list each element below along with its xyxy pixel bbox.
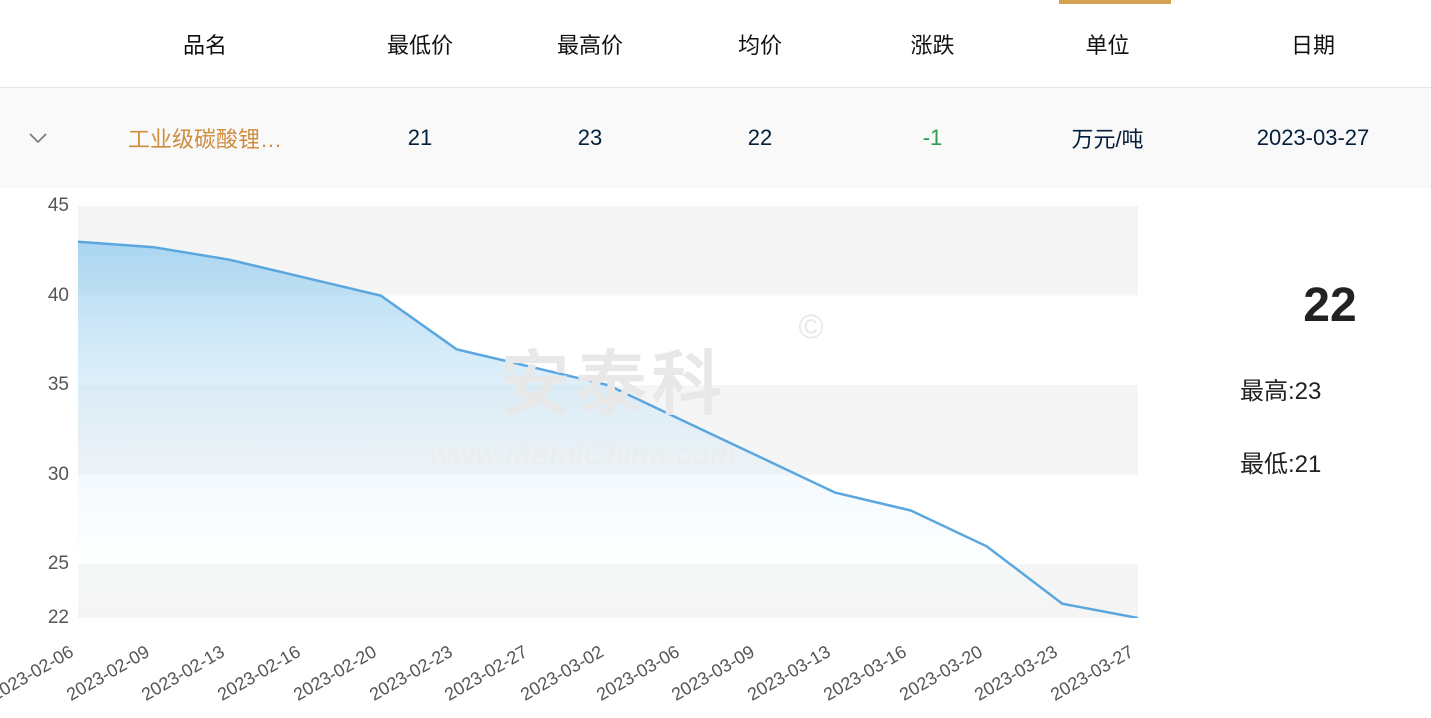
x-tick-label: 2023-02-13 xyxy=(138,641,228,705)
x-tick-label: 2023-02-09 xyxy=(63,641,153,705)
x-tick-label: 2023-03-23 xyxy=(971,641,1061,705)
x-tick-label: 2023-02-27 xyxy=(441,641,531,705)
x-tick-label: 2023-02-16 xyxy=(214,641,304,705)
cell-avg: 22 xyxy=(675,125,845,151)
cell-low: 21 xyxy=(335,125,505,151)
stat-low-value: 21 xyxy=(1295,451,1322,478)
y-tick-label: 45 xyxy=(48,195,69,217)
header-unit[interactable]: 单位 xyxy=(1020,28,1195,60)
x-tick-label: 2023-03-06 xyxy=(593,641,683,705)
product-name-link[interactable]: 工业级碳酸锂… xyxy=(128,127,282,152)
table-row: 工业级碳酸锂… 21 23 22 -1 万元/吨 2023-03-27 xyxy=(0,88,1431,188)
header-date[interactable]: 日期 xyxy=(1195,28,1431,60)
cell-high: 23 xyxy=(505,125,675,151)
y-tick-label: 25 xyxy=(48,553,69,575)
y-tick-label: 30 xyxy=(48,464,69,486)
cell-date: 2023-03-27 xyxy=(1195,125,1431,151)
x-tick-label: 2023-02-20 xyxy=(290,641,380,705)
x-tick-label: 2023-03-13 xyxy=(744,641,834,705)
x-tick-label: 2023-02-23 xyxy=(366,641,456,705)
price-chart: 安泰科 © www.MetalChina.com 22 最高:23 最低:21 … xyxy=(0,188,1431,718)
x-tick-label: 2023-03-20 xyxy=(896,641,986,705)
x-tick-label: 2023-03-16 xyxy=(820,641,910,705)
header-low[interactable]: 最低价 xyxy=(335,28,505,60)
x-tick-label: 2023-03-02 xyxy=(517,641,607,705)
x-tick-label: 2023-02-06 xyxy=(0,641,77,705)
stat-current-value: 22 xyxy=(1240,278,1420,333)
cell-change: -1 xyxy=(845,125,1020,151)
active-tab-indicator xyxy=(1059,0,1171,4)
table-header: 品名 最低价 最高价 均价 涨跌 单位 日期 xyxy=(0,0,1431,88)
header-change[interactable]: 涨跌 xyxy=(845,28,1020,60)
header-avg[interactable]: 均价 xyxy=(675,28,845,60)
cell-unit: 万元/吨 xyxy=(1020,122,1195,154)
header-high[interactable]: 最高价 xyxy=(505,28,675,60)
stat-high-label: 最高: xyxy=(1240,378,1295,405)
cell-name: 工业级碳酸锂… xyxy=(75,122,335,154)
chart-stats-panel: 22 最高:23 最低:21 xyxy=(1240,278,1420,517)
x-tick-label: 2023-03-09 xyxy=(668,641,758,705)
stat-low-label: 最低: xyxy=(1240,451,1295,478)
y-tick-label: 22 xyxy=(48,607,69,629)
y-tick-label: 40 xyxy=(48,285,69,307)
chevron-down-icon[interactable] xyxy=(29,133,47,143)
stat-low: 最低:21 xyxy=(1240,444,1420,479)
x-tick-label: 2023-03-27 xyxy=(1047,641,1137,705)
header-name[interactable]: 品名 xyxy=(75,28,335,60)
stat-high-value: 23 xyxy=(1295,378,1322,405)
chart-plot[interactable] xyxy=(78,206,1138,618)
y-tick-label: 35 xyxy=(48,374,69,396)
stat-high: 最高:23 xyxy=(1240,371,1420,406)
